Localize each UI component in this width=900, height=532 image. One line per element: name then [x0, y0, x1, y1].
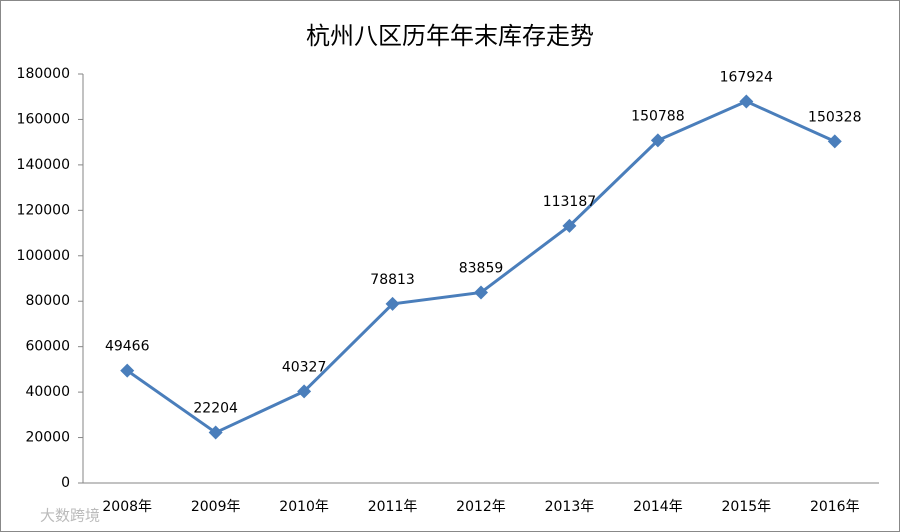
- data-label: 167924: [720, 69, 774, 85]
- x-tick-label: 2013年: [545, 499, 595, 515]
- x-tick-label: 2009年: [191, 499, 241, 515]
- y-tick-label: 140000: [17, 157, 70, 173]
- data-label: 83859: [459, 260, 504, 276]
- marker: [208, 425, 223, 440]
- x-tick-label: 2011年: [368, 499, 418, 515]
- y-tick-label: 160000: [17, 111, 70, 127]
- y-tick-label: 20000: [25, 430, 70, 446]
- y-tick-label: 120000: [17, 202, 70, 218]
- data-label: 150328: [808, 109, 861, 125]
- y-tick-label: 80000: [25, 293, 70, 309]
- x-tick-label: 2012年: [456, 499, 506, 515]
- marker: [739, 94, 754, 109]
- data-label: 22204: [193, 401, 238, 417]
- y-tick-label: 60000: [25, 339, 70, 355]
- y-tick-label: 0: [61, 475, 70, 491]
- watermark: 大数跨境: [40, 507, 100, 525]
- x-tick-label: 2016年: [810, 499, 860, 515]
- marker: [474, 285, 488, 300]
- marker: [297, 384, 312, 399]
- y-tick-label: 40000: [25, 384, 70, 400]
- chart-title: 杭州八区历年年末库存走势: [306, 22, 594, 50]
- data-label: 150788: [631, 108, 684, 124]
- y-tick-label: 180000: [17, 66, 70, 82]
- marker: [562, 218, 577, 233]
- data-label: 78813: [370, 272, 415, 288]
- x-tick-label: 2008年: [102, 499, 152, 515]
- x-tick-label: 2010年: [279, 499, 329, 515]
- data-label: 113187: [543, 194, 596, 210]
- y-tick-label: 100000: [17, 248, 70, 264]
- marker: [650, 133, 665, 148]
- marker: [120, 363, 135, 378]
- marker: [827, 134, 842, 149]
- x-tick-label: 2014年: [633, 499, 683, 515]
- data-label: 40327: [282, 359, 327, 375]
- x-tick-label: 2015年: [722, 499, 772, 515]
- marker: [385, 296, 400, 311]
- data-label: 49466: [105, 339, 150, 355]
